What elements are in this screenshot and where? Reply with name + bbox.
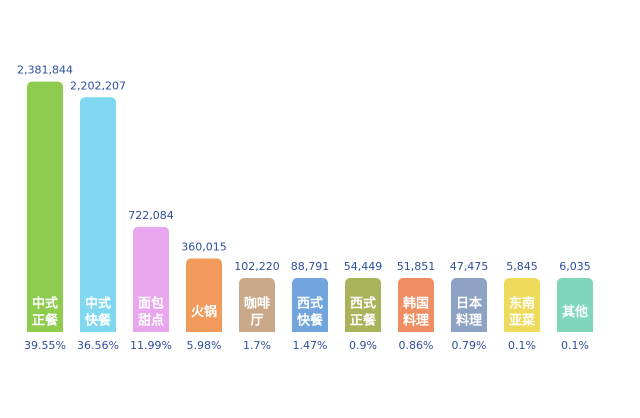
bar-group: 6,035 其他 0.1% [557,260,593,352]
value-label: 360,015 [181,240,227,253]
category-label: 料理 [456,313,482,329]
value-label: 2,381,844 [17,64,73,77]
category-label: 咖啡 [244,296,270,312]
category-label: 韩国 [403,296,429,312]
category-label-box [345,290,381,332]
value-label: 722,084 [128,209,174,222]
category-label: 厅 [250,314,263,329]
category-label: 甜点 [138,313,164,329]
percent-label: 36.56% [77,339,119,352]
category-label-box [80,290,116,332]
category-label: 快餐 [297,313,324,329]
category-label: 正餐 [32,313,59,329]
percent-label: 39.55% [24,339,66,352]
value-label: 88,791 [291,260,330,273]
category-label: 料理 [403,313,429,329]
value-label: 51,851 [397,260,436,273]
bar [186,258,222,300]
bar [133,226,169,300]
category-label: 东南 [509,296,535,312]
bar-group: 102,220 咖啡厅 1.7% [234,260,280,352]
percent-label: 0.1% [561,339,589,352]
category-label: 火锅 [191,304,217,320]
category-label-box [451,290,487,332]
percent-label: 0.9% [349,339,377,352]
category-label: 日本 [456,296,482,312]
category-label-box [133,290,169,332]
category-label: 中式 [85,296,111,312]
percent-label: 0.79% [452,339,487,352]
value-label: 2,202,207 [70,79,126,92]
percent-label: 11.99% [130,339,172,352]
category-label-box [398,290,434,332]
category-label-box [186,290,222,332]
category-label: 中式 [32,296,58,312]
percent-label: 0.1% [508,339,536,352]
percent-label: 0.86% [399,339,434,352]
category-label-box [239,290,275,332]
percent-label: 5.98% [187,339,222,352]
value-label: 5,845 [506,260,538,273]
category-label-box [557,290,593,332]
percent-label: 1.7% [243,339,271,352]
category-label-box [504,290,540,332]
value-label: 47,475 [450,260,489,273]
category-label: 正餐 [350,313,377,329]
category-label: 西式 [297,296,323,312]
category-label: 面包 [138,296,164,312]
value-label: 102,220 [234,260,280,273]
value-label: 6,035 [559,260,591,273]
percent-label: 1.47% [293,339,328,352]
category-label-box [27,290,63,332]
category-label: 亚菜 [509,313,535,329]
category-label: 其他 [562,304,588,320]
category-label-box [292,290,328,332]
category-label: 西式 [350,296,376,312]
bar [27,81,63,300]
category-label: 快餐 [85,313,112,329]
bar [80,97,116,300]
value-label: 54,449 [344,260,383,273]
bar-group: 360,015 火锅 5.98% [181,240,227,352]
